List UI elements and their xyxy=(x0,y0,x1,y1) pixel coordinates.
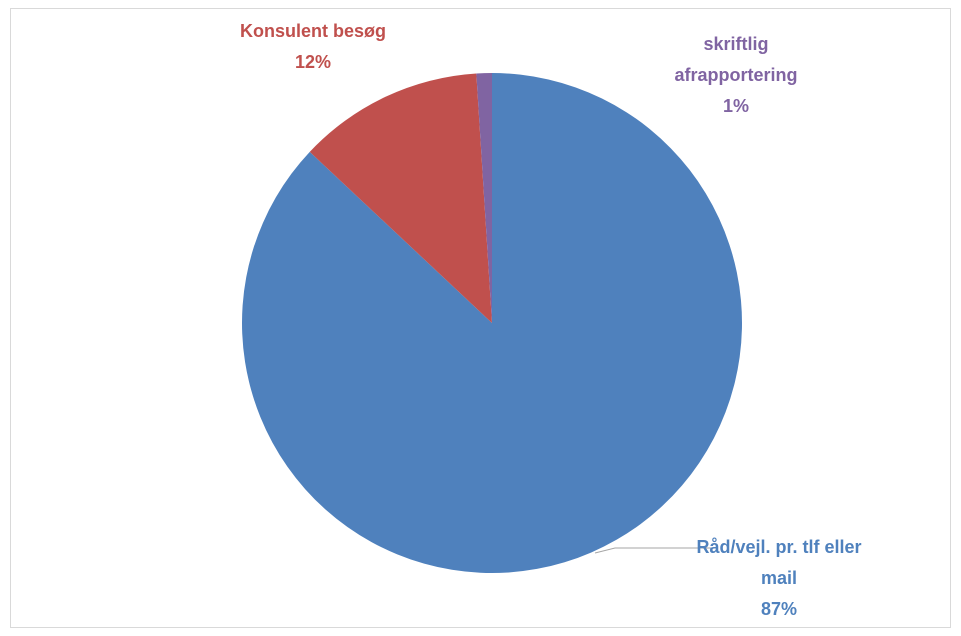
category-label: Råd/vejl. pr. tlf eller mail xyxy=(696,537,862,588)
leader-line xyxy=(594,547,718,554)
pie-slice xyxy=(476,73,492,323)
category-label: skriftlig afrapportering xyxy=(674,34,798,85)
value-label: 12% xyxy=(294,52,332,72)
data-label: Konsulent besøg 12% xyxy=(233,16,393,78)
pie-slice xyxy=(309,73,492,323)
value-label: 87% xyxy=(760,599,798,619)
category-label: Konsulent besøg xyxy=(239,21,386,41)
value-label: 1% xyxy=(722,96,749,116)
data-label: Råd/vejl. pr. tlf eller mail 87% xyxy=(694,532,864,625)
slices xyxy=(241,73,742,573)
data-label: skriftlig afrapportering 1% xyxy=(656,29,816,122)
